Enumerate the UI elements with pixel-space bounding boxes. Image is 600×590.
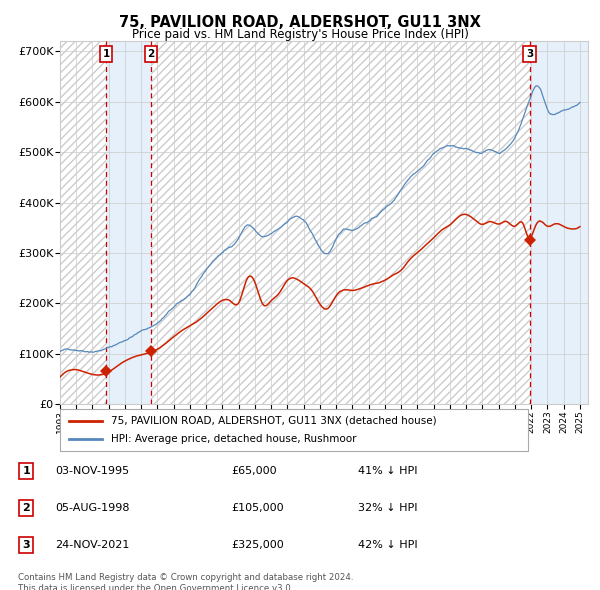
- Text: 75, PAVILION ROAD, ALDERSHOT, GU11 3NX (detached house): 75, PAVILION ROAD, ALDERSHOT, GU11 3NX (…: [112, 416, 437, 426]
- Text: 2: 2: [147, 49, 154, 59]
- Text: Contains HM Land Registry data © Crown copyright and database right 2024.
This d: Contains HM Land Registry data © Crown c…: [18, 573, 353, 590]
- Text: 24-NOV-2021: 24-NOV-2021: [55, 540, 130, 550]
- Bar: [151, 41, 530, 404]
- Text: 41% ↓ HPI: 41% ↓ HPI: [358, 466, 417, 476]
- Text: HPI: Average price, detached house, Rushmoor: HPI: Average price, detached house, Rush…: [112, 434, 357, 444]
- FancyBboxPatch shape: [60, 409, 528, 451]
- Text: 1: 1: [23, 466, 30, 476]
- Text: 42% ↓ HPI: 42% ↓ HPI: [358, 540, 417, 550]
- Bar: [60, 41, 106, 404]
- Bar: [151, 41, 530, 404]
- Text: 03-NOV-1995: 03-NOV-1995: [55, 466, 130, 476]
- Text: 05-AUG-1998: 05-AUG-1998: [55, 503, 130, 513]
- Text: 3: 3: [23, 540, 30, 550]
- Text: £325,000: £325,000: [231, 540, 284, 550]
- Text: Price paid vs. HM Land Registry's House Price Index (HPI): Price paid vs. HM Land Registry's House …: [131, 28, 469, 41]
- Bar: [530, 41, 588, 404]
- Bar: [60, 41, 106, 404]
- Text: 3: 3: [526, 49, 533, 59]
- Text: 2: 2: [23, 503, 30, 513]
- Text: 75, PAVILION ROAD, ALDERSHOT, GU11 3NX: 75, PAVILION ROAD, ALDERSHOT, GU11 3NX: [119, 15, 481, 30]
- Text: £105,000: £105,000: [231, 503, 284, 513]
- Text: 1: 1: [103, 49, 110, 59]
- Text: £65,000: £65,000: [231, 466, 277, 476]
- Text: 32% ↓ HPI: 32% ↓ HPI: [358, 503, 417, 513]
- Bar: [106, 41, 151, 404]
